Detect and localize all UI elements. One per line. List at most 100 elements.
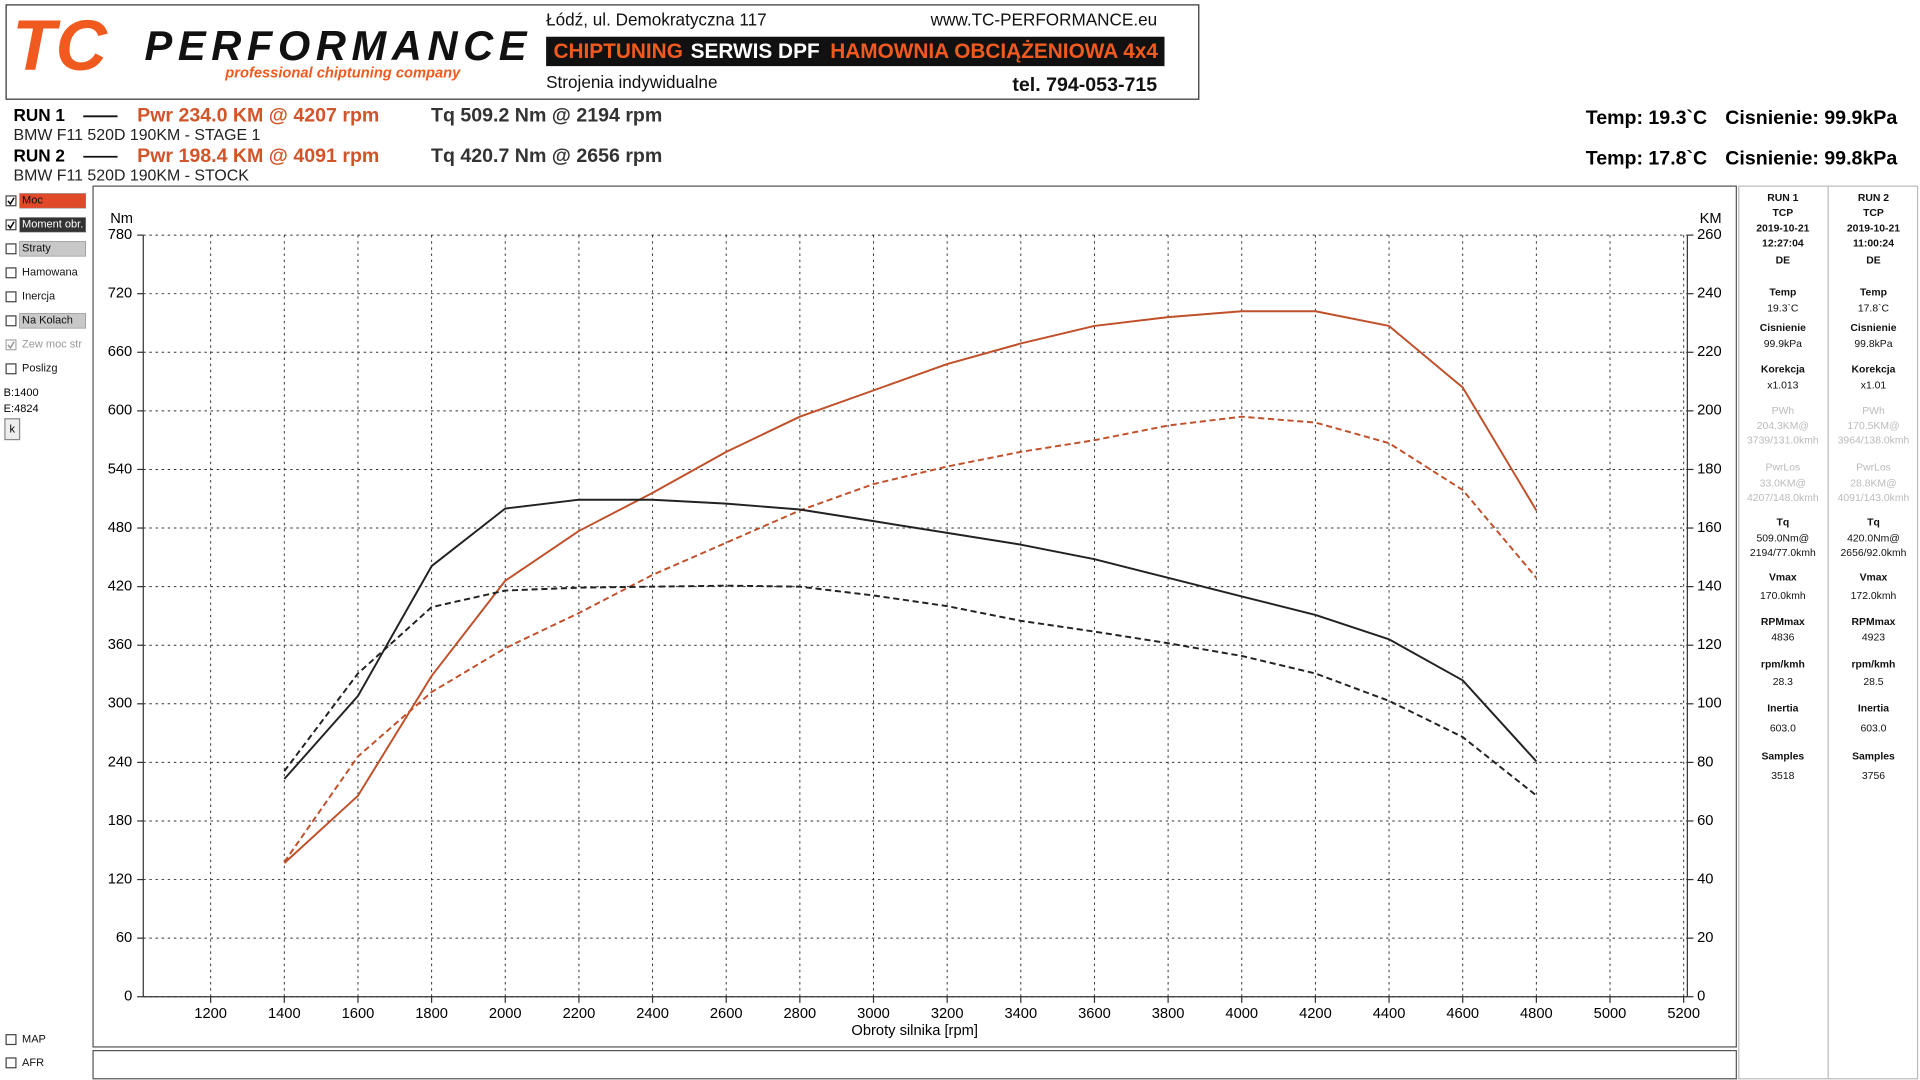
info-line: TCP [1863,208,1884,219]
info-line: 2656/92.0kmh [1841,548,1907,559]
x-tick-label: 3200 [931,1006,964,1022]
checkbox[interactable] [5,1034,17,1046]
info-line: 509.0Nm@ [1756,534,1809,545]
info-line: 12:27:04 [1762,238,1804,249]
y-tick-label: 420 [108,578,133,594]
x-tick-label: 2000 [489,1006,522,1022]
info-line: Inertia [1767,704,1798,715]
info-line: TCP [1772,208,1793,219]
y2-tick-label: 220 [1697,344,1722,360]
option-label[interactable]: Zew moc str [22,339,82,351]
info-line: 19.3`C [1767,302,1799,314]
info-line: Temp [1769,287,1796,298]
info-line: rpm/kmh [1761,660,1805,671]
y2-tick-label: 180 [1697,461,1722,477]
banner-item: SERWIS DPF [691,40,820,63]
x-tick-label: 2200 [563,1006,596,1022]
info-line: 4207/148.0kmh [1747,493,1819,504]
x-tick-label: 3400 [1004,1006,1037,1022]
banner-item: HAMOWNIA OBCIĄŻENIOWA 4x4 [830,40,1158,63]
option-label[interactable]: Poslizg [22,363,58,375]
series-line [283,310,1538,864]
info-line: DE [1776,256,1791,267]
y2-tick-label: 40 [1697,871,1713,887]
checkmark [7,221,15,230]
logo-performance: PERFORMANCE [144,22,527,69]
y2-tick-label: 20 [1697,930,1713,946]
checkbox[interactable] [5,315,17,327]
run-pressure: Cisnienie: 99.9kPa [1725,107,1898,129]
info-line: PWh [1772,406,1795,417]
info-line: 3518 [1771,771,1794,782]
y2-tick-label: 140 [1697,578,1722,594]
info-line: Vmax [1769,573,1797,584]
y-tick-label: 0 [124,989,132,1005]
banner-item: CHIPTUNING [553,40,682,63]
info-line: Cisnienie [1850,323,1896,334]
option-label[interactable]: Moc [22,195,43,207]
info-line: Temp [1860,287,1887,298]
info-line: 28.5 [1863,677,1883,688]
info-line: RPMmax [1852,617,1896,628]
checkbox[interactable] [5,363,17,375]
x-tick-label: 4200 [1299,1006,1332,1022]
x-axis-label: Obroty silnika [rpm] [851,1023,978,1039]
checkbox[interactable] [5,243,17,255]
option-label[interactable]: AFR [22,1057,44,1069]
info-line: RUN 2 [1858,193,1889,204]
y2-tick-label: 60 [1697,813,1713,829]
run-power: Pwr 234.0 KM @ 4207 rpm [137,104,379,126]
run-temp: Temp: 17.8`C [1586,147,1707,169]
y-tick-label: 600 [108,403,133,419]
tagline: Strojenia indywidualne [546,72,717,92]
option-label[interactable]: Moment obr. [22,219,83,231]
info-line: 99.8kPa [1854,339,1892,350]
x-tick-label: 2800 [784,1006,817,1022]
info-line: Vmax [1860,573,1888,584]
info-line: x1.01 [1861,380,1887,391]
option-label[interactable]: Hamowana [22,267,79,279]
checkbox[interactable] [5,339,17,351]
x-tick-label: 4000 [1225,1006,1258,1022]
x-tick-label: 4800 [1520,1006,1553,1022]
option-label[interactable]: MAP [22,1033,46,1045]
x-tick-label: 3800 [1152,1006,1185,1022]
x-tick-label: 4600 [1446,1006,1479,1022]
run-label: RUN 2 [13,145,64,165]
checkbox[interactable] [5,1057,17,1069]
y-axis-label: Nm [110,211,133,227]
y-tick-label: 180 [108,813,133,829]
y2-tick-label: 260 [1697,227,1722,243]
option-swatch [19,193,87,209]
checkmark [7,197,15,206]
k-button[interactable] [4,418,21,441]
checkmark [7,341,15,350]
option-label[interactable]: Inercja [22,291,56,303]
option-label[interactable]: Straty [22,243,51,255]
info-line: RUN 1 [1767,193,1798,204]
logo-tc: TC [12,7,108,86]
k-button-label: k [9,424,15,436]
checkbox[interactable] [5,267,17,279]
info-line: 172.0kmh [1851,591,1897,602]
info-line: Korekcja [1761,365,1805,376]
checkbox[interactable] [5,219,17,231]
info-line: 33.0KM@ [1760,478,1806,489]
checkbox[interactable] [5,291,17,303]
info-line: 3964/138.0kmh [1838,436,1910,447]
y2-tick-label: 80 [1697,754,1713,770]
x-tick-label: 1200 [194,1006,227,1022]
info-line: PwrLos [1856,463,1891,474]
info-line: 11:00:24 [1853,238,1894,249]
checkbox[interactable] [5,195,17,207]
series-line [283,498,1538,780]
y2-tick-label: 120 [1697,637,1722,653]
y-tick-label: 540 [108,461,133,477]
info-line: rpm/kmh [1852,660,1896,671]
info-line: DE [1866,256,1881,267]
run-power: Pwr 198.4 KM @ 4091 rpm [137,145,379,167]
info-line: 3739/131.0kmh [1747,436,1819,447]
option-label[interactable]: Na Kolach [22,315,73,327]
info-line: Samples [1852,751,1895,762]
